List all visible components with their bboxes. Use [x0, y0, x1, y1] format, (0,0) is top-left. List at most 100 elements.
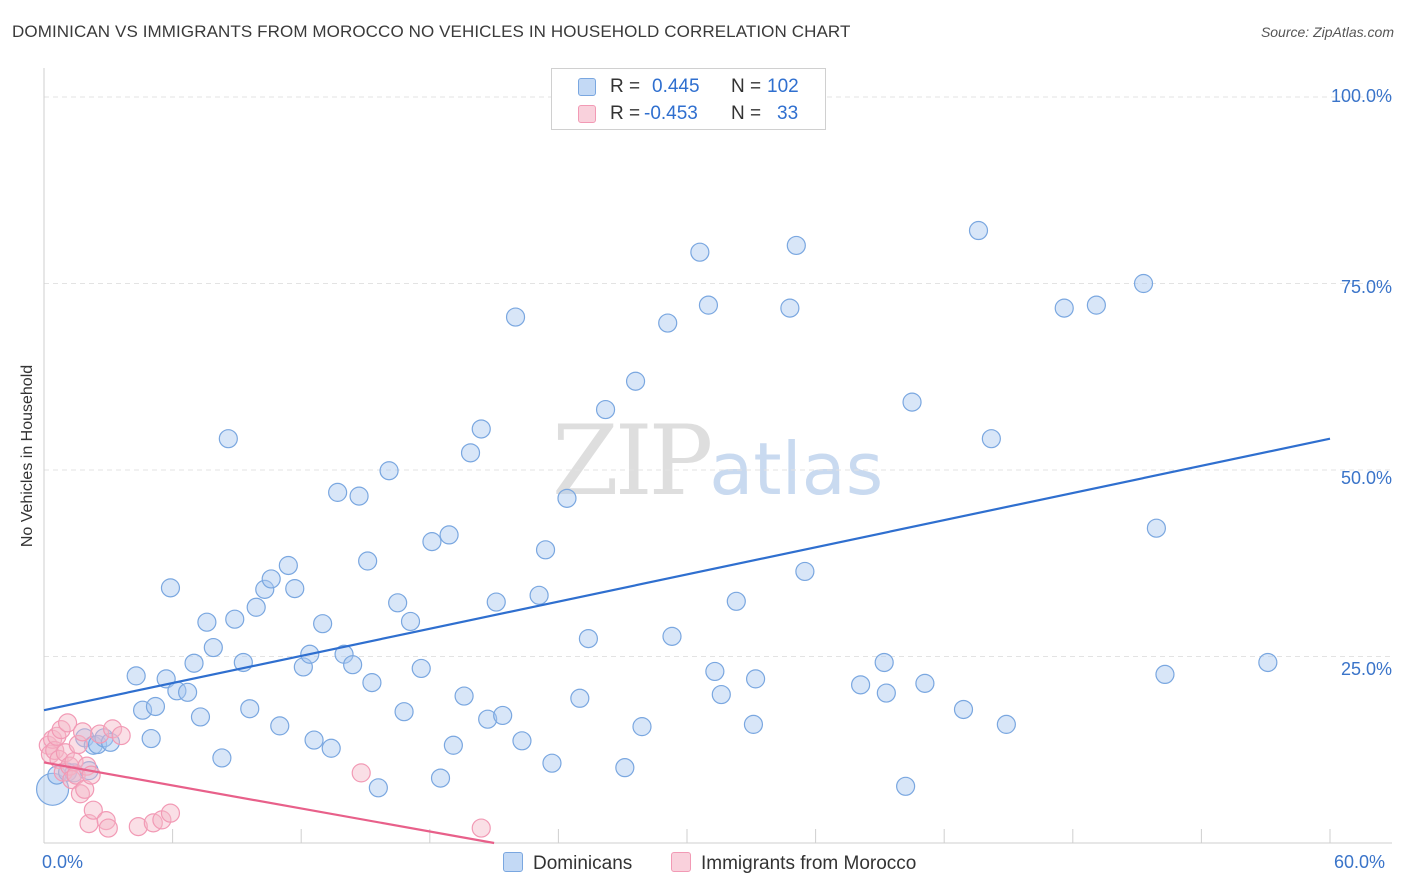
dominican-point [293, 657, 313, 677]
legend-swatch [503, 852, 523, 872]
dominican-point [512, 731, 532, 751]
dominican-point [328, 482, 348, 502]
legend-swatch [578, 105, 596, 123]
bottom-legend-morocco: Immigrants from Morocco [671, 852, 916, 875]
dominican-point [422, 532, 442, 552]
dominican-point [780, 298, 800, 318]
dominican-point [615, 758, 635, 778]
dominican-point [876, 683, 896, 703]
morocco-point [98, 818, 118, 838]
dominican-point [203, 637, 223, 658]
dominican-point [795, 561, 815, 582]
morocco-point [351, 763, 371, 783]
legend: R = 0.445 N = 102 R = -0.453 N = 33 [551, 68, 826, 130]
dominican-point [874, 652, 894, 673]
dominican-point [349, 486, 369, 506]
dominican-point [745, 669, 766, 689]
dominican-point [915, 673, 935, 693]
legend-r-label: R = [610, 103, 641, 124]
legend-r-value: -0.453 [644, 103, 698, 124]
morocco-point [68, 734, 88, 755]
morocco-point [75, 779, 95, 799]
dominican-point [197, 612, 217, 632]
legend-row-morocco: R = -0.453 N = 33 [552, 101, 825, 127]
dominican-point [454, 686, 474, 706]
dominican-point [786, 235, 806, 256]
legend-swatch [578, 78, 596, 96]
legend-n-label: N = [731, 76, 762, 97]
morocco-point [160, 803, 181, 823]
dominican-point [1133, 273, 1154, 294]
dominican-point [126, 666, 146, 686]
dominican-point [505, 307, 526, 327]
legend-swatch [671, 852, 691, 872]
dominican-point [190, 707, 211, 727]
dominican-point [394, 702, 414, 722]
dominican-point [953, 699, 974, 720]
dominican-point [362, 673, 382, 693]
dominican-point [270, 716, 290, 736]
dominican-point [1086, 295, 1106, 315]
morocco-point [128, 816, 148, 837]
x-tick-label: 0.0% [42, 852, 84, 872]
bottom-legend-label: Dominicans [533, 853, 633, 874]
dominican-point [529, 585, 549, 605]
morocco-point [57, 713, 78, 733]
dominican-point [690, 242, 710, 262]
morocco-trend-line [43, 761, 495, 845]
dominican-point [225, 609, 245, 629]
dominican-point [662, 626, 682, 646]
morocco-point [471, 818, 491, 838]
dominican-point [411, 658, 431, 679]
dominican-point [430, 768, 451, 788]
dominican-trend-line [43, 437, 1331, 712]
dominican-point [178, 682, 198, 702]
dominican-point [261, 569, 281, 589]
dominican-point [1155, 664, 1175, 685]
dominican-point [698, 295, 719, 315]
dominican-point [400, 611, 421, 632]
dominican-point [285, 579, 305, 599]
y-tick-label: 50.0% [1340, 468, 1392, 488]
watermark-zip: ZIP [552, 405, 713, 517]
dominican-point [278, 555, 298, 576]
legend-r-value: 0.445 [652, 76, 700, 97]
dominican-point [996, 714, 1016, 734]
morocco-point [72, 722, 93, 742]
chart-title: DOMINICAN VS IMMIGRANTS FROM MOROCCO NO … [12, 22, 851, 41]
dominican-point [460, 443, 481, 463]
dominican-point [184, 653, 204, 673]
dominican-point [255, 579, 275, 599]
dominican-point [711, 684, 731, 705]
y-axis-label: No Vehicles in Household [19, 364, 36, 548]
dominican-point [212, 748, 232, 768]
morocco-point [111, 725, 131, 746]
dominican-point [240, 699, 260, 719]
legend-n-label: N = [731, 103, 762, 124]
bottom-legend-label: Immigrants from Morocco [701, 853, 917, 874]
dominican-point [218, 429, 238, 449]
legend-n-value: 102 [767, 76, 799, 97]
dominican-point [471, 419, 491, 439]
dominican-point [578, 628, 599, 649]
dominican-point [145, 696, 166, 717]
dominican-point [1054, 298, 1074, 318]
legend-r-label: R = [610, 76, 641, 97]
dominican-point [902, 392, 922, 412]
dominican-point [368, 778, 388, 798]
morocco-point [90, 724, 110, 744]
dominican-point [160, 578, 181, 598]
morocco-point [83, 800, 103, 820]
dominican-point [632, 717, 652, 737]
dominican-point [478, 709, 498, 729]
dominican-point [321, 738, 341, 758]
dominican-point [595, 399, 616, 420]
dominican-point [542, 753, 562, 773]
dominican-point [141, 728, 161, 749]
bottom-legend-dominicans: Dominicans [503, 852, 632, 875]
dominican-point [535, 540, 556, 560]
dominican-point [557, 488, 577, 508]
dominican-point [625, 371, 646, 391]
watermark-atlas: atlas [709, 427, 884, 511]
dominican-point [388, 593, 408, 613]
